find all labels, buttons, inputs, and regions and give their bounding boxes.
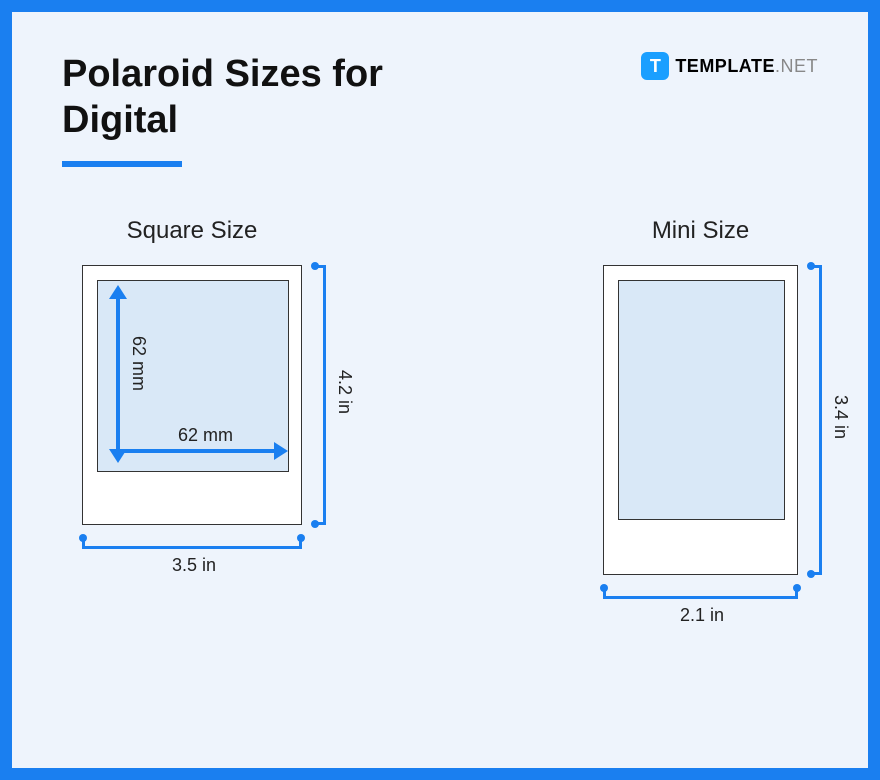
arrow-right-icon [274, 442, 288, 460]
brand-name: TEMPLATE [675, 56, 775, 76]
mini-photo-area [618, 280, 785, 520]
mini-height-bracket [810, 265, 822, 575]
diagrams-row: Square Size 62 mm 62 mm [62, 217, 818, 575]
inner-width-label: 62 mm [178, 425, 233, 446]
mini-width-bracket [603, 587, 798, 599]
mini-height-label: 3.4 in [830, 395, 851, 439]
mini-polaroid-wrap: 3.4 in 2.1 in [603, 265, 798, 575]
square-height-label: 4.2 in [334, 370, 355, 414]
square-height-bracket [314, 265, 326, 525]
header: Polaroid Sizes for Digital T TEMPLATE.NE… [62, 52, 818, 167]
bracket-dot [311, 520, 319, 528]
square-photo-area: 62 mm 62 mm [97, 280, 289, 472]
inner-arrow-horizontal [118, 449, 276, 453]
square-diagram: Square Size 62 mm 62 mm [82, 217, 302, 575]
square-width-label: 3.5 in [172, 555, 216, 576]
infographic-panel: Polaroid Sizes for Digital T TEMPLATE.NE… [12, 12, 868, 768]
square-width-bracket [82, 537, 302, 549]
inner-arrow-vertical [116, 293, 120, 451]
mini-polaroid-frame [603, 265, 798, 575]
bracket-dot [297, 534, 305, 542]
mini-diagram: Mini Size 3.4 in 2.1 in [603, 217, 798, 575]
template-logo-icon: T [641, 52, 669, 80]
bracket-dot [793, 584, 801, 592]
inner-height-label: 62 mm [128, 336, 149, 391]
square-polaroid-wrap: 62 mm 62 mm 4.2 in 3.5 in [82, 265, 302, 525]
mini-title: Mini Size [652, 217, 749, 245]
brand-text: TEMPLATE.NET [675, 56, 818, 77]
arrow-up-icon [109, 285, 127, 299]
mini-width-label: 2.1 in [680, 605, 724, 626]
title-underline [62, 161, 182, 167]
title-block: Polaroid Sizes for Digital [62, 52, 462, 167]
square-title: Square Size [127, 217, 258, 245]
brand-suffix: .NET [775, 56, 818, 76]
square-polaroid-frame: 62 mm 62 mm [82, 265, 302, 525]
page-title: Polaroid Sizes for Digital [62, 52, 462, 143]
bracket-dot [807, 570, 815, 578]
brand-logo: T TEMPLATE.NET [641, 52, 818, 80]
